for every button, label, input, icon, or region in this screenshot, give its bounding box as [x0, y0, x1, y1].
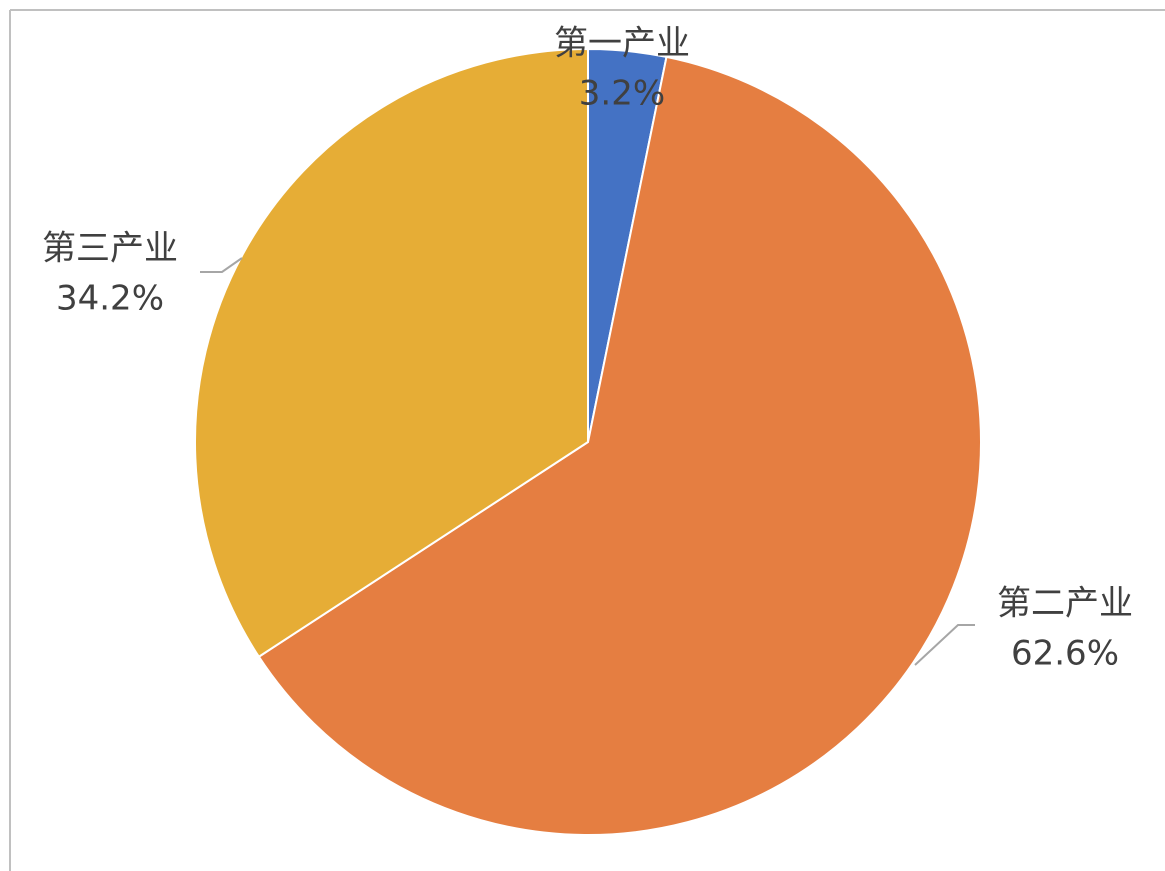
pie-slice: [257, 55, 982, 836]
leader-line: [200, 257, 243, 273]
category-label: 第二产业: [997, 584, 1133, 624]
category-label: 第三产业: [42, 229, 178, 269]
leader-line: [914, 624, 975, 666]
value-label: 3.2%: [579, 74, 665, 114]
pie-slice: [193, 47, 589, 659]
value-label: 62.6%: [1011, 634, 1119, 674]
category-label: 第一产业: [554, 24, 690, 64]
value-label: 34.2%: [56, 279, 164, 319]
